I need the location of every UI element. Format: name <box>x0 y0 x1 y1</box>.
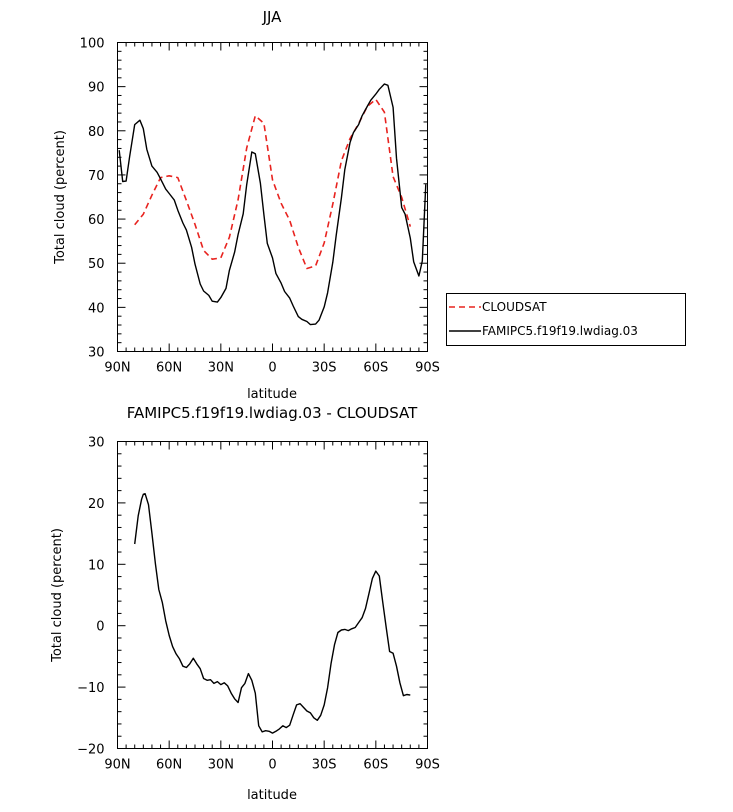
x-tick-label: 30S <box>312 758 337 773</box>
bottom-panel: FAMIPC5.f19f19.lwdiag.03 - CLOUDSAT 90N 6… <box>50 404 440 803</box>
y-tick-label: 30 <box>88 436 105 451</box>
top-x-axis-label: latitude <box>247 387 297 402</box>
y-tick-label: −20 <box>77 743 104 758</box>
bottom-x-tick-labels: 90N 60N 30N 0 30S 60S 90S <box>104 758 440 773</box>
x-tick-label: 30S <box>312 361 337 376</box>
y-tick-label: 50 <box>88 257 105 272</box>
top-axis-ticks <box>117 42 428 352</box>
legend: CLOUDSAT FAMIPC5.f19f19.lwdiag.03 <box>446 293 686 346</box>
top-y-axis-label: Total cloud (percent) <box>53 130 68 265</box>
x-tick-label: 60N <box>156 361 182 376</box>
x-tick-label: 60S <box>363 758 388 773</box>
top-series-line-0 <box>134 98 412 270</box>
y-tick-label: 60 <box>88 213 105 228</box>
bottom-x-axis-label: latitude <box>247 788 297 803</box>
top-plot-frame <box>117 42 428 352</box>
y-tick-label: 40 <box>88 301 105 316</box>
bottom-y-axis-label: Total cloud (percent) <box>50 528 65 663</box>
y-tick-label: 0 <box>96 620 104 635</box>
y-tick-label: 10 <box>88 558 105 573</box>
bottom-y-tick-labels: −20 −10 0 10 20 30 <box>77 436 104 758</box>
y-tick-label: 70 <box>88 169 105 184</box>
top-series <box>118 83 427 326</box>
y-tick-label: 90 <box>88 81 105 96</box>
top-series-line-1 <box>118 83 427 326</box>
top-y-tick-labels: 30 40 50 60 70 80 90 100 <box>80 37 105 361</box>
bottom-series-line-0 <box>134 493 411 734</box>
x-tick-label: 60S <box>363 361 388 376</box>
y-tick-label: 20 <box>88 497 105 512</box>
top-x-tick-labels: 90N 60N 30N 0 30S 60S 90S <box>104 361 440 376</box>
x-tick-label: 30N <box>208 758 234 773</box>
x-tick-label: 0 <box>268 361 276 376</box>
bottom-chart-title: FAMIPC5.f19f19.lwdiag.03 - CLOUDSAT <box>127 404 418 422</box>
y-tick-label: 30 <box>88 346 105 361</box>
y-tick-label: 100 <box>80 37 105 52</box>
bottom-axis-ticks <box>117 441 428 749</box>
x-tick-label: 0 <box>268 758 276 773</box>
legend-label-model: FAMIPC5.f19f19.lwdiag.03 <box>482 324 638 338</box>
x-tick-label: 90S <box>415 758 440 773</box>
y-tick-label: 80 <box>88 125 105 140</box>
legend-box <box>446 293 686 346</box>
x-tick-label: 60N <box>156 758 182 773</box>
top-panel: JJA 90N 60N 30N 0 30S 60S 90S 30 40 50 60 70 80 90 10… <box>53 8 440 402</box>
bottom-plot-frame <box>117 441 428 749</box>
x-tick-label: 90N <box>104 361 130 376</box>
bottom-series <box>134 493 411 734</box>
x-tick-label: 90S <box>415 361 440 376</box>
top-chart-title: JJA <box>262 8 283 26</box>
x-tick-label: 30N <box>208 361 234 376</box>
y-tick-label: −10 <box>77 681 104 696</box>
x-tick-label: 90N <box>104 758 130 773</box>
legend-label-cloudsat: CLOUDSAT <box>482 300 547 314</box>
